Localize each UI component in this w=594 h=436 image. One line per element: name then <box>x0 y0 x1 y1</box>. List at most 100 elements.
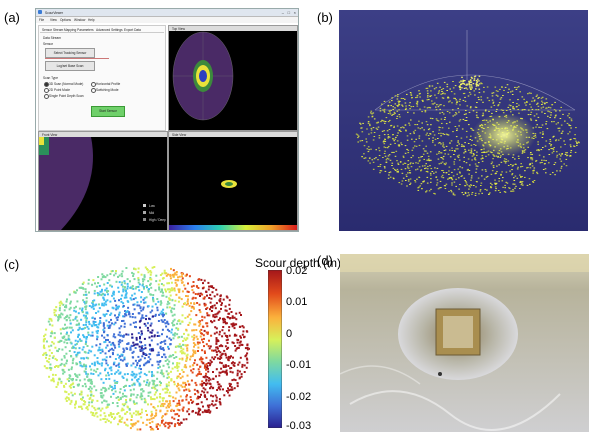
cloud-point <box>368 157 371 159</box>
cloud-point <box>469 186 471 188</box>
cloud-point <box>452 192 455 194</box>
depth-point <box>214 356 217 359</box>
depth-point <box>85 365 88 368</box>
depth-point <box>176 377 179 380</box>
radio-3d-scan[interactable] <box>44 82 49 87</box>
depth-point <box>164 425 167 428</box>
pier-point <box>462 80 464 82</box>
depth-point <box>67 368 70 371</box>
maximize-icon[interactable]: □ <box>287 10 290 15</box>
depth-point <box>108 414 110 417</box>
menu-view[interactable]: View <box>50 18 57 22</box>
cloud-point <box>413 141 416 143</box>
tab-advanced-settings[interactable]: Advanced Settings <box>96 27 123 32</box>
cloud-point <box>486 175 489 177</box>
depth-point <box>175 391 178 394</box>
depth-point <box>74 339 77 342</box>
depth-point <box>74 373 77 376</box>
cloud-point <box>460 175 462 177</box>
menu-window[interactable]: Window <box>74 18 86 22</box>
menu-options[interactable]: Options <box>60 18 71 22</box>
depth-point <box>101 302 104 305</box>
tab-sensor-stream[interactable]: Sensor Stream <box>42 27 64 32</box>
depth-point <box>165 385 168 388</box>
depth-point <box>142 348 145 350</box>
menu-help[interactable]: Help <box>88 18 95 22</box>
cloud-point <box>491 99 494 101</box>
depth-point <box>117 286 120 289</box>
legend-high: High / Deep <box>149 218 166 222</box>
depth-point <box>178 409 181 412</box>
radio-single-point[interactable] <box>44 94 49 99</box>
cloud-point <box>474 192 477 194</box>
radio-horizontal-profile[interactable] <box>91 82 96 87</box>
depth-point <box>200 356 203 359</box>
cloud-point <box>389 176 392 178</box>
cloud-point <box>469 107 472 109</box>
depth-point <box>148 343 151 346</box>
depth-point <box>162 347 165 350</box>
depth-point <box>156 428 159 430</box>
depth-point <box>161 402 164 405</box>
cloud-point <box>413 112 415 114</box>
log-base-scan-button[interactable]: Log/set Base Scan <box>45 61 95 71</box>
depth-point <box>110 369 113 372</box>
depth-point <box>180 347 183 350</box>
depth-point <box>186 337 189 340</box>
depth-point <box>224 345 227 348</box>
depth-point <box>209 410 212 413</box>
cloud-point <box>443 146 445 148</box>
depth-point <box>137 332 140 335</box>
depth-point <box>160 341 163 343</box>
depth-point <box>114 346 117 349</box>
cloud-point <box>383 134 386 136</box>
minimize-icon[interactable]: – <box>281 10 284 15</box>
radio-2d-point[interactable] <box>44 88 49 93</box>
depth-point <box>83 363 85 366</box>
cloud-point <box>439 142 441 144</box>
depth-point <box>171 273 174 276</box>
depth-point <box>143 301 146 304</box>
radio-switching-mode[interactable] <box>91 88 96 93</box>
depth-point <box>216 353 219 356</box>
pier-point <box>471 77 473 79</box>
select-sensor-button[interactable]: Select Tracking Sensor <box>45 48 95 58</box>
depth-point <box>229 383 232 386</box>
depth-point <box>199 408 202 411</box>
tab-mapping-parameters[interactable]: Mapping Parameters <box>64 27 94 32</box>
cloud-point <box>543 163 546 165</box>
depth-point <box>151 386 154 389</box>
depth-point <box>82 346 85 349</box>
cloud-point <box>476 154 478 156</box>
cloud-point <box>492 101 495 103</box>
depth-point <box>197 391 200 394</box>
cloud-point <box>405 174 408 176</box>
depth-point <box>64 338 67 341</box>
cloud-point <box>451 179 454 181</box>
cloud-point <box>429 117 432 119</box>
cloud-point <box>530 111 533 113</box>
depth-point <box>117 275 119 278</box>
depth-point <box>118 299 120 302</box>
depth-point <box>117 340 120 343</box>
tab-export-data[interactable]: Export Data <box>124 27 141 32</box>
depth-point <box>70 355 73 358</box>
cloud-point <box>529 103 531 105</box>
cloud-point <box>523 151 526 153</box>
depth-point <box>90 350 93 353</box>
cloud-point <box>416 105 419 107</box>
depth-point <box>174 366 177 369</box>
depth-point <box>207 362 210 364</box>
depth-point <box>142 308 145 311</box>
depth-point <box>90 382 93 385</box>
menu-file[interactable]: File <box>39 18 45 22</box>
depth-point <box>218 345 221 348</box>
depth-point <box>78 338 81 341</box>
depth-point <box>149 396 152 399</box>
start-sensor-button[interactable]: Start Sensor <box>91 106 125 117</box>
close-icon[interactable]: × <box>293 10 296 15</box>
depth-point <box>96 362 99 365</box>
depth-point <box>131 294 134 297</box>
colorbar-tick-1: 0.01 <box>286 296 308 308</box>
depth-point <box>169 395 172 398</box>
